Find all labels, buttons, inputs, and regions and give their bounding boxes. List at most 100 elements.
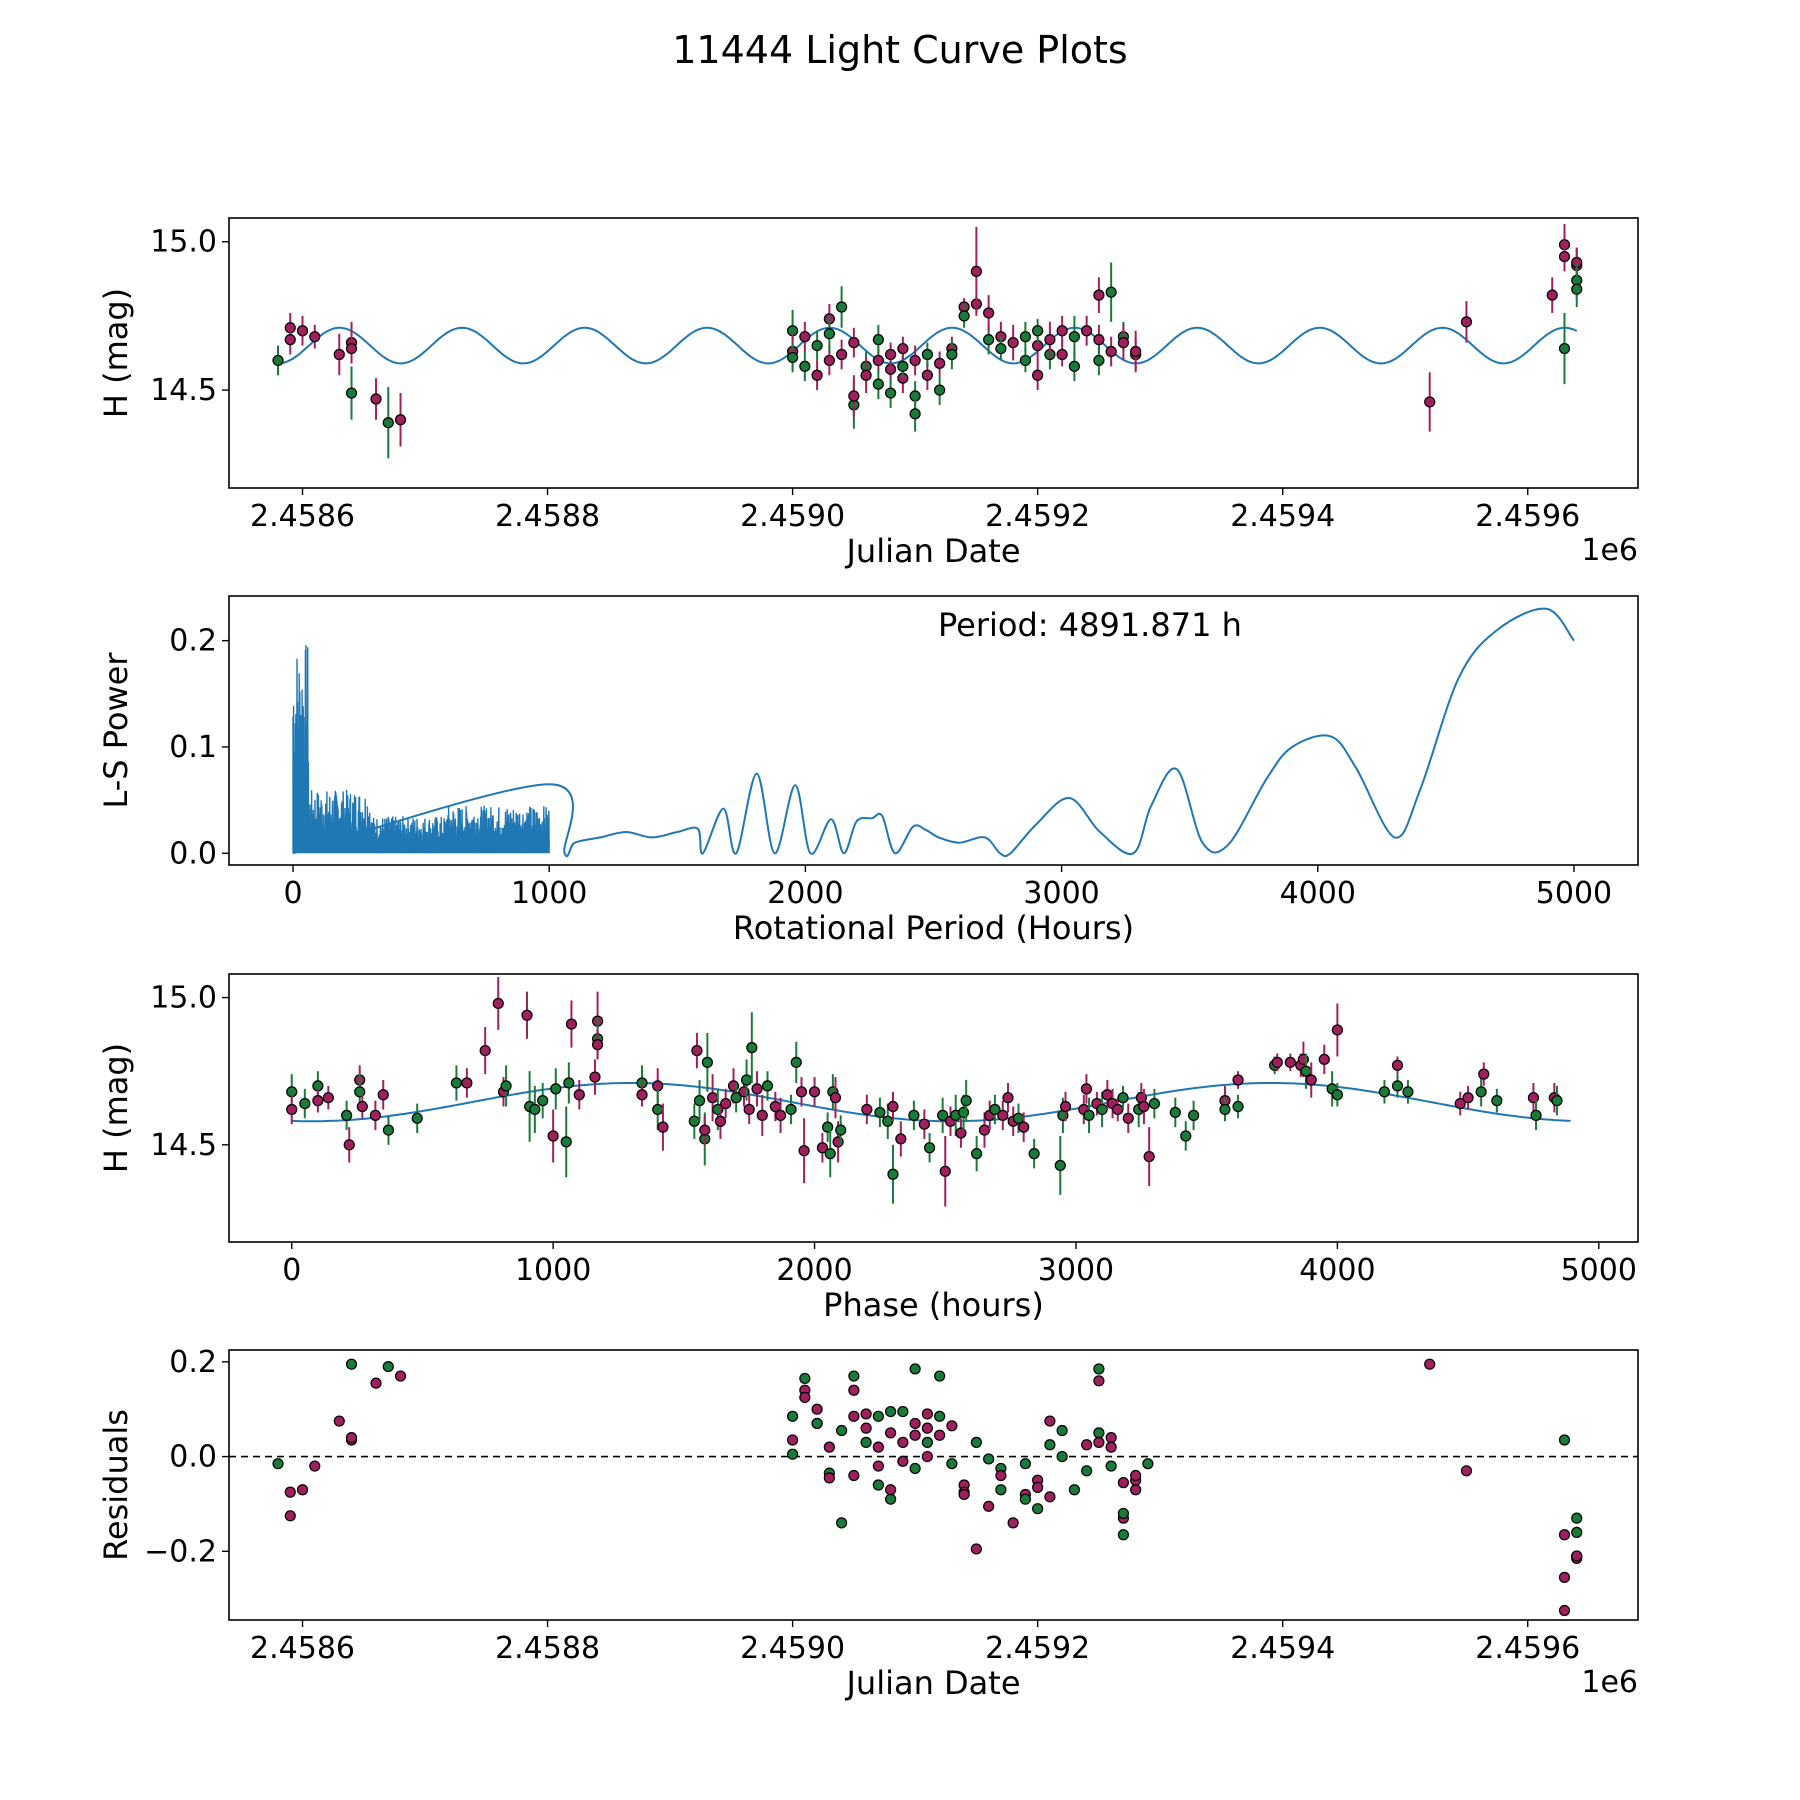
periodogram-noise-band xyxy=(292,645,550,854)
x-tick-label: 2.4594 xyxy=(1230,499,1335,534)
data-point xyxy=(1571,283,1583,295)
data-point xyxy=(333,348,345,361)
y-axis-label: L-S Power xyxy=(97,652,135,809)
residual-point xyxy=(946,1458,958,1470)
residual-point xyxy=(370,1377,382,1389)
x-tick-label: 2000 xyxy=(767,876,843,911)
data-point xyxy=(1402,1086,1414,1098)
residual-point xyxy=(1571,1550,1583,1562)
data-point xyxy=(1378,1086,1391,1098)
data-point xyxy=(1391,1080,1404,1092)
residual-point xyxy=(885,1484,897,1496)
data-point xyxy=(1219,1103,1231,1116)
data-point xyxy=(730,1092,742,1104)
y-axis-label: H (mag) xyxy=(97,1043,135,1173)
data-point xyxy=(785,1103,797,1116)
phased-curve-panel: 0 1000 2000 3000 4000 5000 14.5 15.0 Phase (hour… xyxy=(97,973,1639,1324)
residual-point xyxy=(345,1432,358,1444)
data-point xyxy=(1460,316,1473,328)
data-point xyxy=(1056,348,1068,361)
plot-frame xyxy=(228,973,1639,1243)
data-point xyxy=(382,1124,395,1136)
x-tick-label: 2.4590 xyxy=(740,1631,845,1666)
residual-point xyxy=(1571,1526,1583,1538)
residual-point xyxy=(836,1517,848,1529)
data-point xyxy=(1232,1100,1244,1113)
data-point xyxy=(1068,331,1081,343)
y-tick-label: 0.0 xyxy=(169,1440,217,1475)
data-point xyxy=(309,331,321,343)
data-point xyxy=(978,1124,991,1136)
data-point xyxy=(1068,360,1081,372)
data-point xyxy=(354,1086,366,1098)
data-point xyxy=(824,1148,836,1160)
data-point xyxy=(811,339,823,352)
data-point xyxy=(761,1080,774,1092)
residual-point xyxy=(799,1372,811,1385)
residual-point xyxy=(333,1415,345,1427)
data-point xyxy=(699,1124,711,1136)
x-tick-label: 1000 xyxy=(511,876,587,911)
residual-point xyxy=(1044,1491,1056,1503)
data-point xyxy=(1122,1112,1134,1124)
residual-point xyxy=(1044,1415,1056,1427)
x-tick-label: 0 xyxy=(282,1253,301,1288)
data-point xyxy=(1271,1056,1283,1068)
data-point xyxy=(296,325,309,337)
data-point xyxy=(1093,289,1105,301)
lightcurve-panel: 2.4586 2.4588 2.4590 2.4592 2.4594 2.4596 14.5… xyxy=(97,217,1639,570)
data-point xyxy=(547,1130,559,1142)
residual-point xyxy=(284,1510,296,1522)
data-point xyxy=(1117,1092,1129,1104)
data-point xyxy=(394,414,407,426)
data-point xyxy=(836,348,848,361)
data-point xyxy=(872,378,884,390)
data-point xyxy=(971,1148,983,1160)
data-point xyxy=(636,1089,648,1101)
residual-point xyxy=(848,1384,860,1396)
residual-point xyxy=(1130,1469,1142,1482)
data-point xyxy=(550,1083,562,1095)
data-point xyxy=(983,334,995,346)
residual-point xyxy=(872,1460,884,1472)
residual-point xyxy=(786,1410,799,1422)
data-point xyxy=(786,351,799,364)
residual-point xyxy=(823,1441,835,1453)
residual-point xyxy=(1558,1529,1571,1541)
data-point xyxy=(895,1133,907,1145)
data-point xyxy=(688,1115,700,1127)
residual-point xyxy=(1032,1503,1044,1515)
x-tick-label: 2.4592 xyxy=(985,1631,1090,1666)
plot-frame xyxy=(228,595,1639,866)
data-point xyxy=(989,1103,1001,1116)
data-point xyxy=(1112,1103,1124,1116)
residual-point xyxy=(995,1484,1007,1496)
residual-point xyxy=(1019,1458,1031,1470)
data-point xyxy=(1530,1109,1542,1121)
residual-point xyxy=(309,1460,321,1472)
x-tick-label: 5000 xyxy=(1536,876,1612,911)
data-point xyxy=(1331,1024,1343,1036)
data-point xyxy=(1007,337,1019,349)
data-point xyxy=(1083,1109,1095,1121)
residual-point xyxy=(958,1488,970,1501)
x-tick-label: 2.4592 xyxy=(985,499,1090,534)
data-point xyxy=(769,1100,781,1113)
data-point xyxy=(887,1100,899,1113)
residual-point xyxy=(872,1441,884,1453)
residual-point xyxy=(1105,1441,1117,1453)
x-tick-label: 3000 xyxy=(1023,876,1099,911)
residual-point xyxy=(1044,1439,1056,1451)
residual-point xyxy=(897,1436,909,1448)
residual-point xyxy=(811,1403,823,1415)
data-point xyxy=(1002,1092,1014,1104)
data-point xyxy=(1454,1097,1466,1110)
data-point xyxy=(1130,345,1142,358)
data-point xyxy=(299,1097,311,1110)
data-point xyxy=(872,334,884,346)
data-point xyxy=(707,1092,719,1104)
x-tick-label: 2000 xyxy=(776,1253,852,1288)
data-point xyxy=(1044,334,1056,346)
residual-point xyxy=(272,1458,284,1470)
x-axis-label: Julian Date xyxy=(844,532,1020,570)
